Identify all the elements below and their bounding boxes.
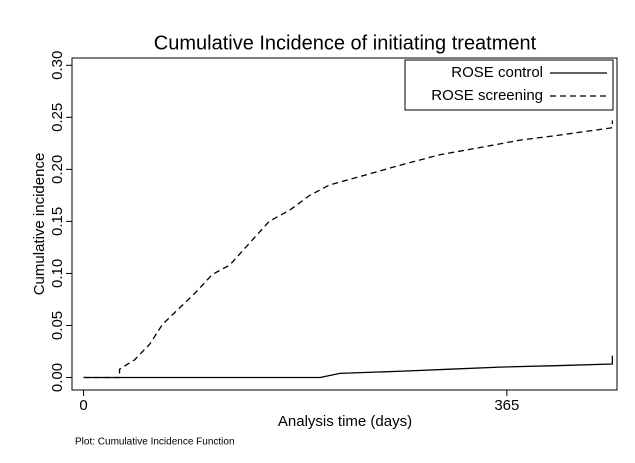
plot-frame — [71, 57, 618, 391]
x-axis-label: Analysis time (days) — [278, 413, 412, 430]
y-tick-label: 0.30 — [49, 51, 66, 80]
y-tick-label: 0.15 — [49, 207, 66, 236]
y-tick-label: 0.10 — [49, 259, 66, 288]
series-line — [83, 355, 614, 379]
y-tick-label: 0.20 — [49, 155, 66, 184]
y-tick-label: 0.25 — [49, 103, 66, 132]
y-axis-label: Cumulative incidence — [31, 153, 48, 296]
chart-title: Cumulative Incidence of initiating treat… — [154, 32, 537, 54]
note: Plot: Cumulative Incidence Function — [75, 437, 235, 448]
x-tick-label: 0 — [79, 397, 87, 414]
legend-label: ROSE screening — [431, 87, 543, 104]
series-line — [83, 120, 614, 379]
legend-box — [404, 59, 614, 111]
y-tick-label: 0.00 — [49, 363, 66, 392]
legend-label: ROSE control — [451, 64, 543, 81]
y-tick-label: 0.05 — [49, 311, 66, 340]
x-tick-label: 365 — [494, 397, 519, 414]
